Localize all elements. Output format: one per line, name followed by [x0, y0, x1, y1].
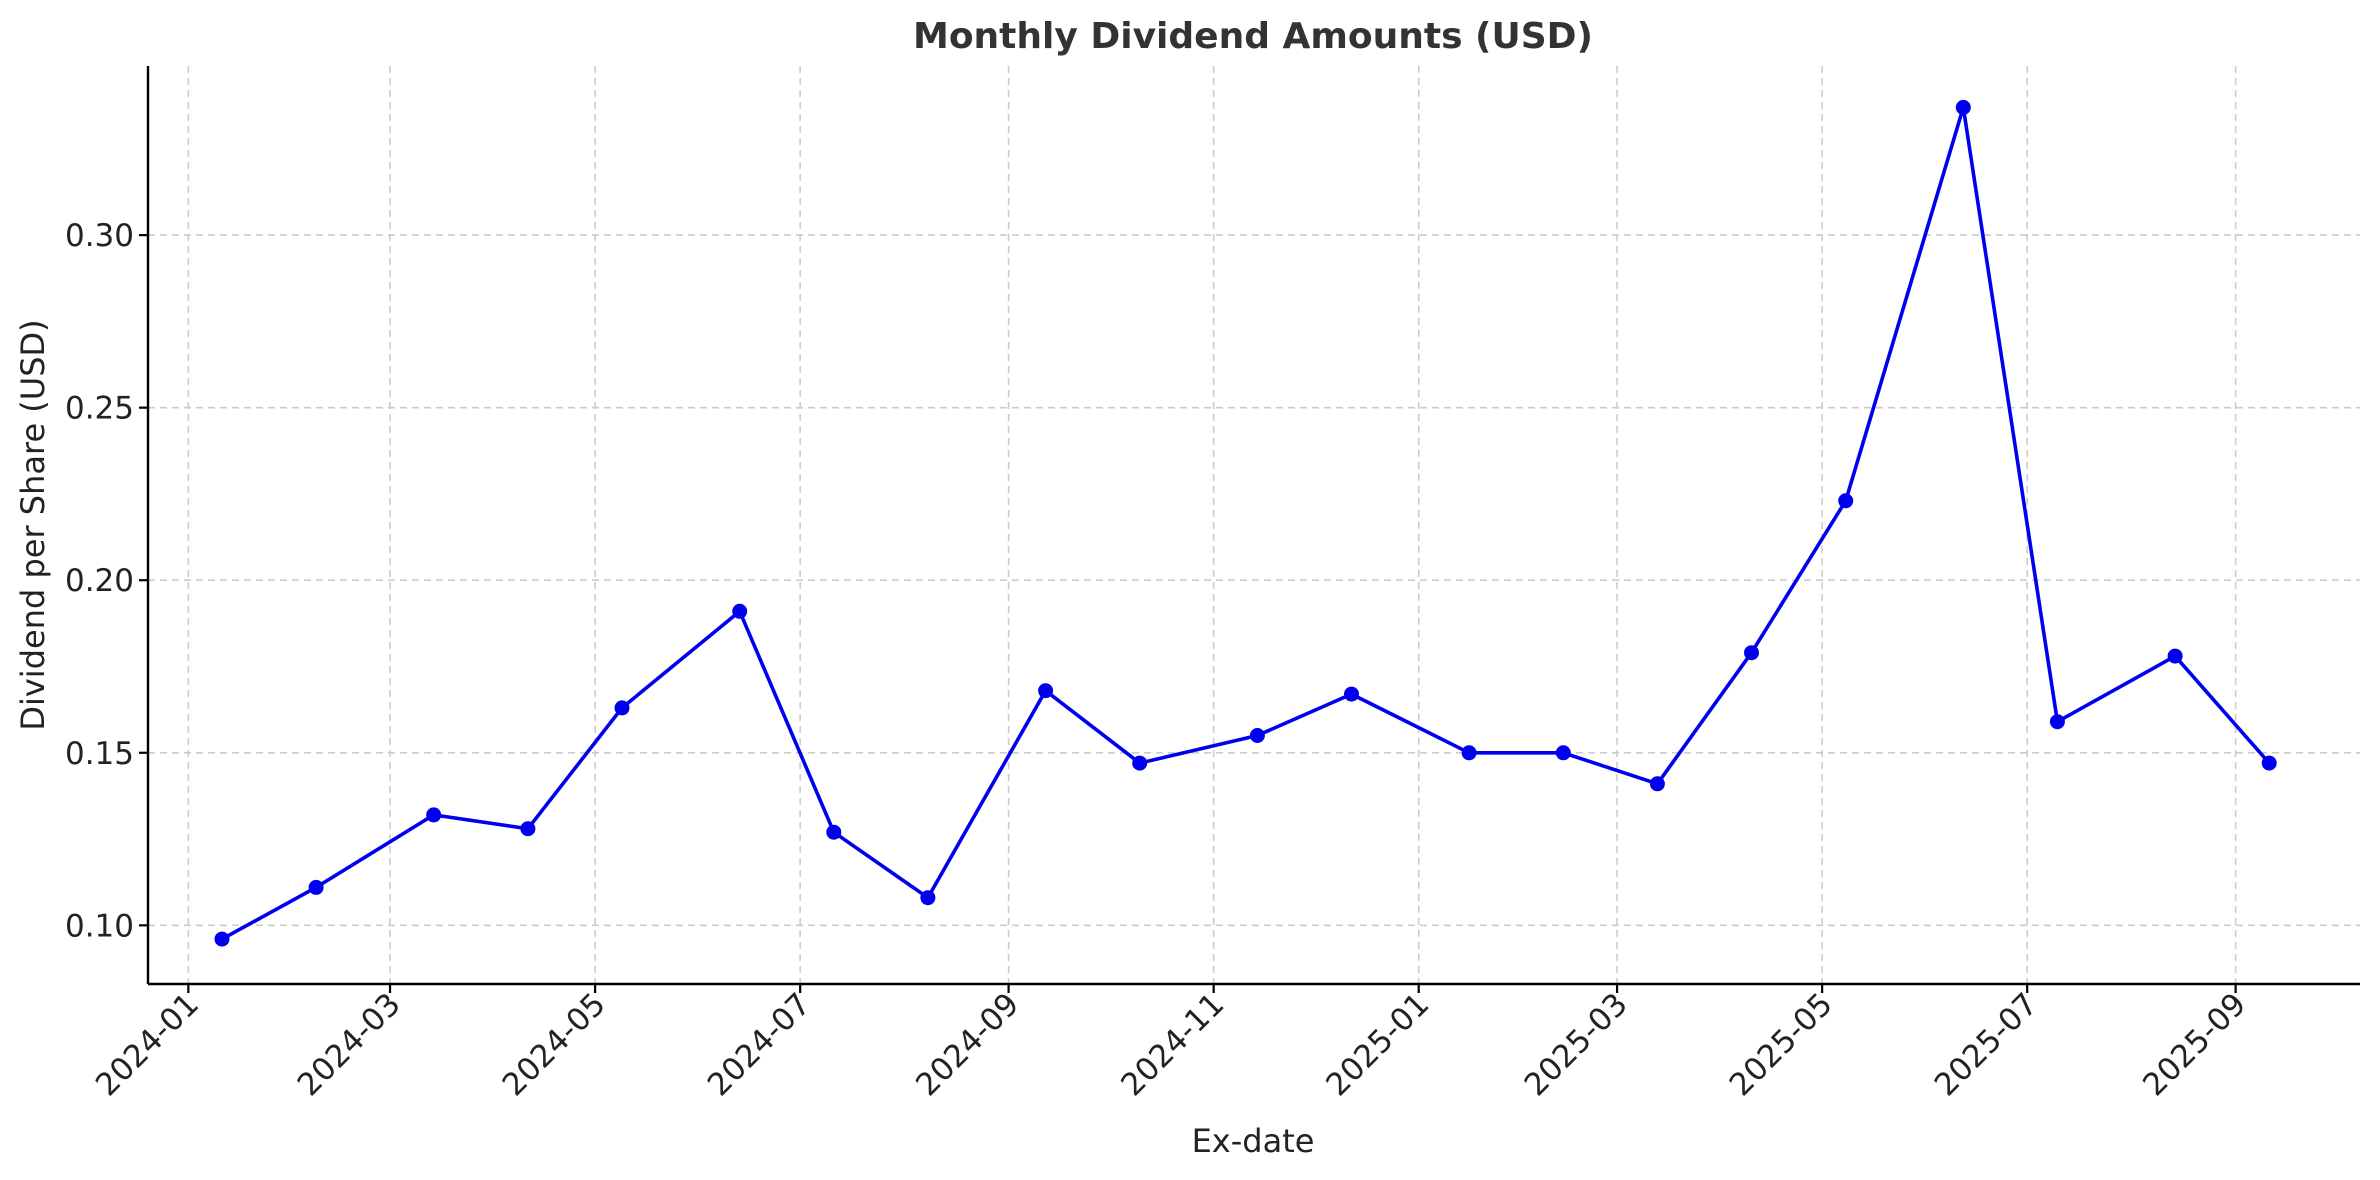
y-tick-label: 0.30: [65, 218, 134, 254]
data-point: [426, 807, 442, 823]
data-point: [1555, 745, 1571, 761]
data-point: [614, 700, 630, 716]
data-point: [2167, 648, 2183, 664]
data-point: [1249, 728, 1265, 743]
chart-title: Monthly Dividend Amounts (USD): [913, 16, 1593, 57]
x-ticks: 2024-01 2024-03 2024-05 2024-07 2024-09 2024-…: [89, 984, 2253, 1103]
y-tick-label: 0.10: [65, 908, 134, 944]
x-tick-label: 2025-09: [2136, 986, 2253, 1103]
x-tick-label: 2025-03: [1518, 986, 1635, 1103]
x-tick-label: 2024-03: [291, 986, 408, 1103]
data-point: [1744, 645, 1759, 661]
data-point: [2049, 714, 2065, 730]
data-point: [1838, 493, 1854, 509]
series-line: [221, 105, 2271, 941]
data-point: [2261, 755, 2277, 771]
x-tick-label: 2025-07: [1928, 986, 2045, 1103]
data-point: [1132, 755, 1148, 771]
grid-lines: [148, 66, 2360, 984]
data-point: [1038, 683, 1054, 699]
y-tick-label: 0.20: [65, 563, 134, 599]
x-tick-label: 2025-01: [1319, 986, 1436, 1103]
x-tick-label: 2024-05: [496, 986, 613, 1103]
x-tick-label: 2024-09: [909, 986, 1026, 1103]
data-point: [520, 821, 536, 837]
data-point: [920, 890, 936, 906]
x-tick-label: 2024-11: [1114, 986, 1231, 1103]
data-point: [1955, 99, 1971, 115]
series-dividend: [214, 99, 2277, 947]
data-point: [214, 931, 230, 947]
y-axis-label: Dividend per Share (USD): [14, 319, 52, 730]
y-tick-label: 0.25: [65, 391, 134, 427]
data-point: [1344, 686, 1359, 702]
x-tick-label: 2025-05: [1723, 986, 1840, 1103]
x-axis-label: Ex-date: [1192, 1122, 1315, 1160]
y-ticks: 0.10 0.15 0.20 0.25 0.30: [65, 218, 148, 944]
y-tick-label: 0.15: [65, 736, 134, 772]
data-point: [732, 603, 748, 619]
axes: [146, 66, 2360, 986]
x-tick-label: 2024-07: [701, 986, 818, 1103]
data-point: [308, 879, 324, 895]
data-point: [1461, 745, 1477, 761]
x-tick-label: 2024-01: [89, 986, 206, 1103]
data-point: [826, 824, 842, 840]
data-point: [1649, 776, 1665, 792]
